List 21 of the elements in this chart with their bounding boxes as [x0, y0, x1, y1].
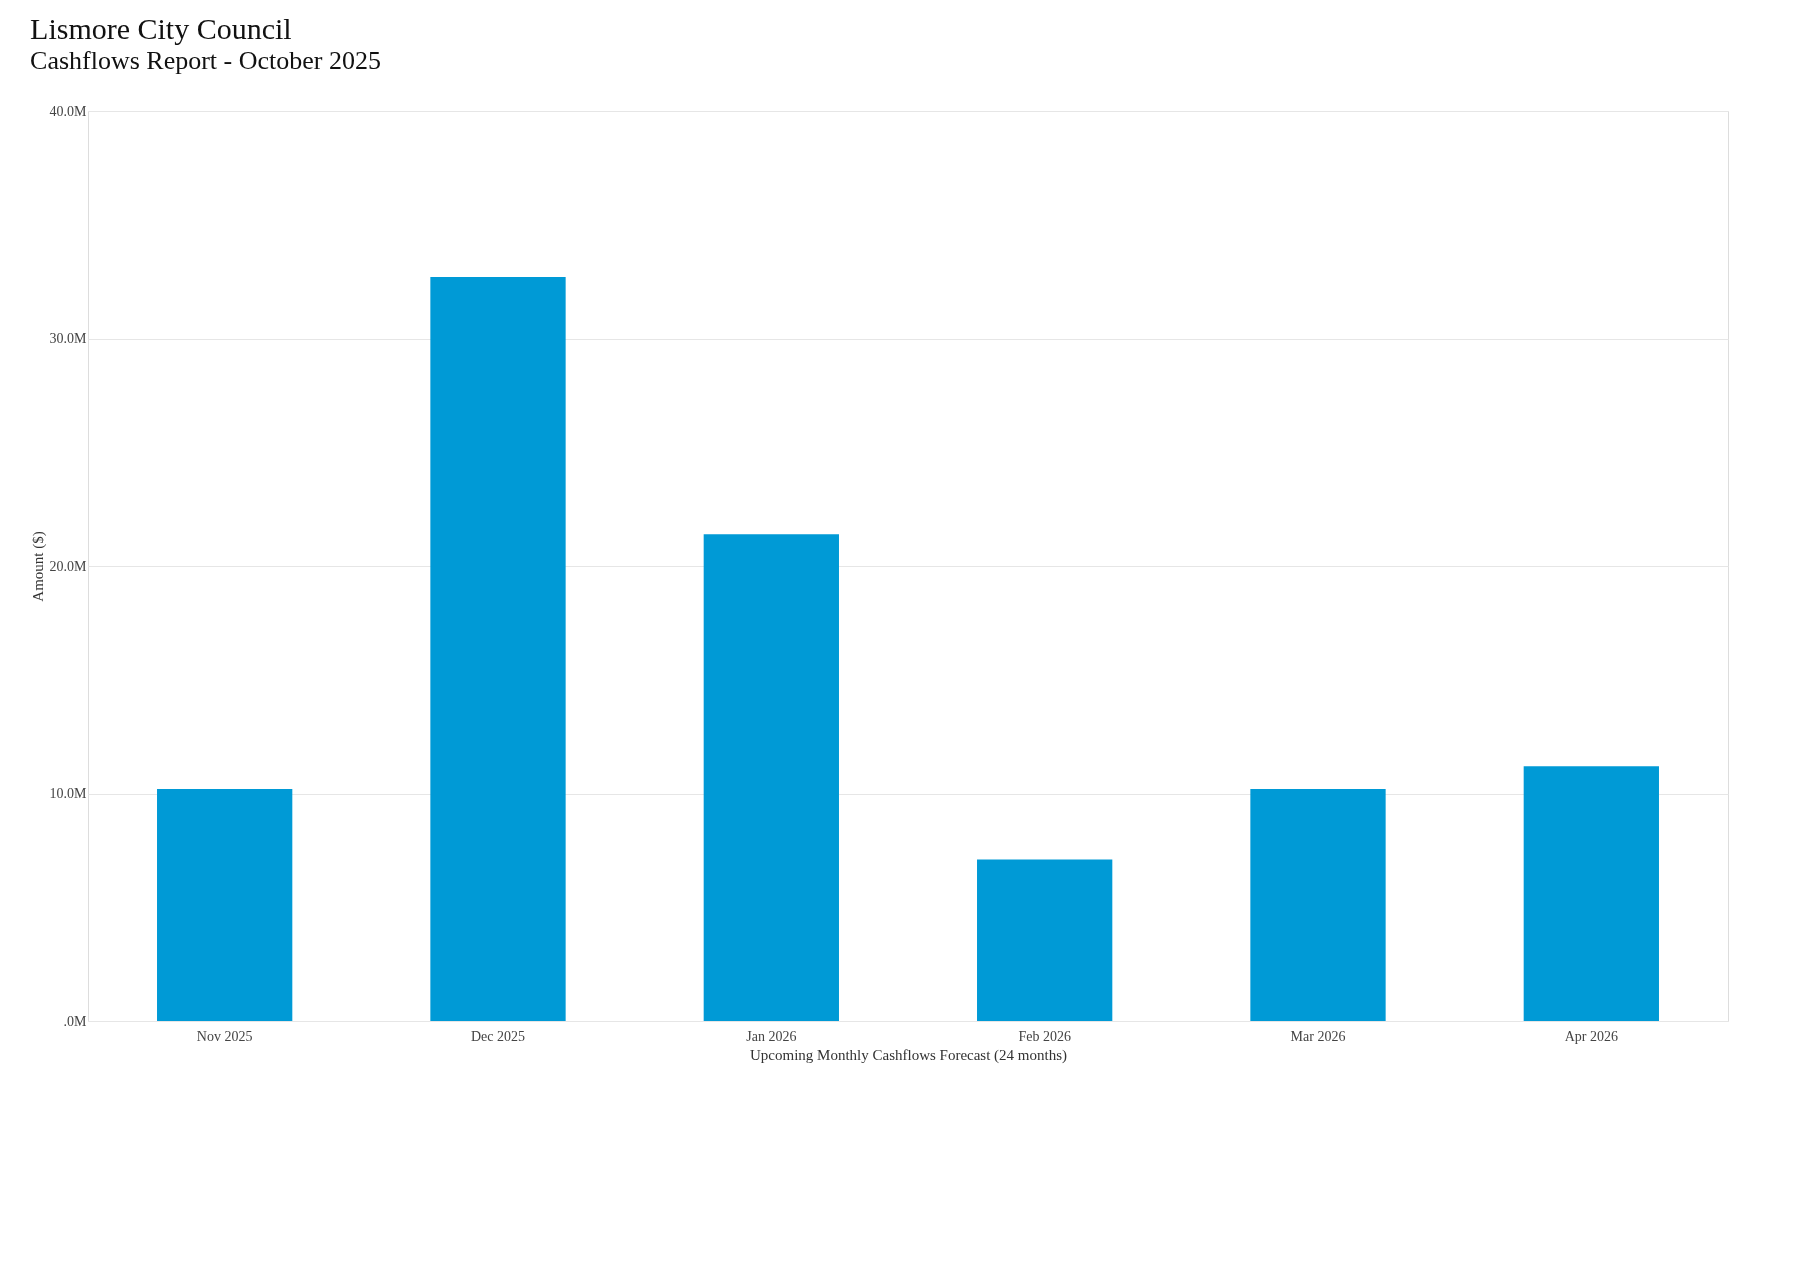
x-tick-label: Jan 2026 — [746, 1028, 797, 1044]
y-tick-label: 20.0M — [49, 558, 88, 574]
x-tick-label: Nov 2025 — [196, 1028, 253, 1044]
bar — [1523, 766, 1659, 1021]
x-tick-label: Feb 2026 — [1018, 1028, 1071, 1044]
y-axis-title: Amount ($) — [29, 531, 47, 602]
y-tick-label: .0M — [63, 1013, 88, 1029]
bar — [430, 277, 566, 1021]
y-tick-label: 30.0M — [49, 331, 88, 346]
chart-title: Lismore City Council — [30, 12, 292, 45]
y-tick-label: 40.0M — [49, 103, 88, 119]
x-tick-label: Mar 2026 — [1290, 1028, 1346, 1044]
x-tick-label: Apr 2026 — [1564, 1028, 1618, 1044]
y-tick-label: 10.0M — [49, 786, 88, 801]
chart-subtitle: Cashflows Report - October 2025 — [30, 46, 381, 75]
x-axis-title: Upcoming Monthly Cashflows Forecast (24 months) — [749, 1046, 1068, 1064]
bar — [703, 534, 839, 1021]
x-tick-label: Dec 2025 — [470, 1028, 526, 1044]
bar — [157, 788, 293, 1021]
bar — [977, 859, 1113, 1021]
bar — [1250, 788, 1386, 1021]
